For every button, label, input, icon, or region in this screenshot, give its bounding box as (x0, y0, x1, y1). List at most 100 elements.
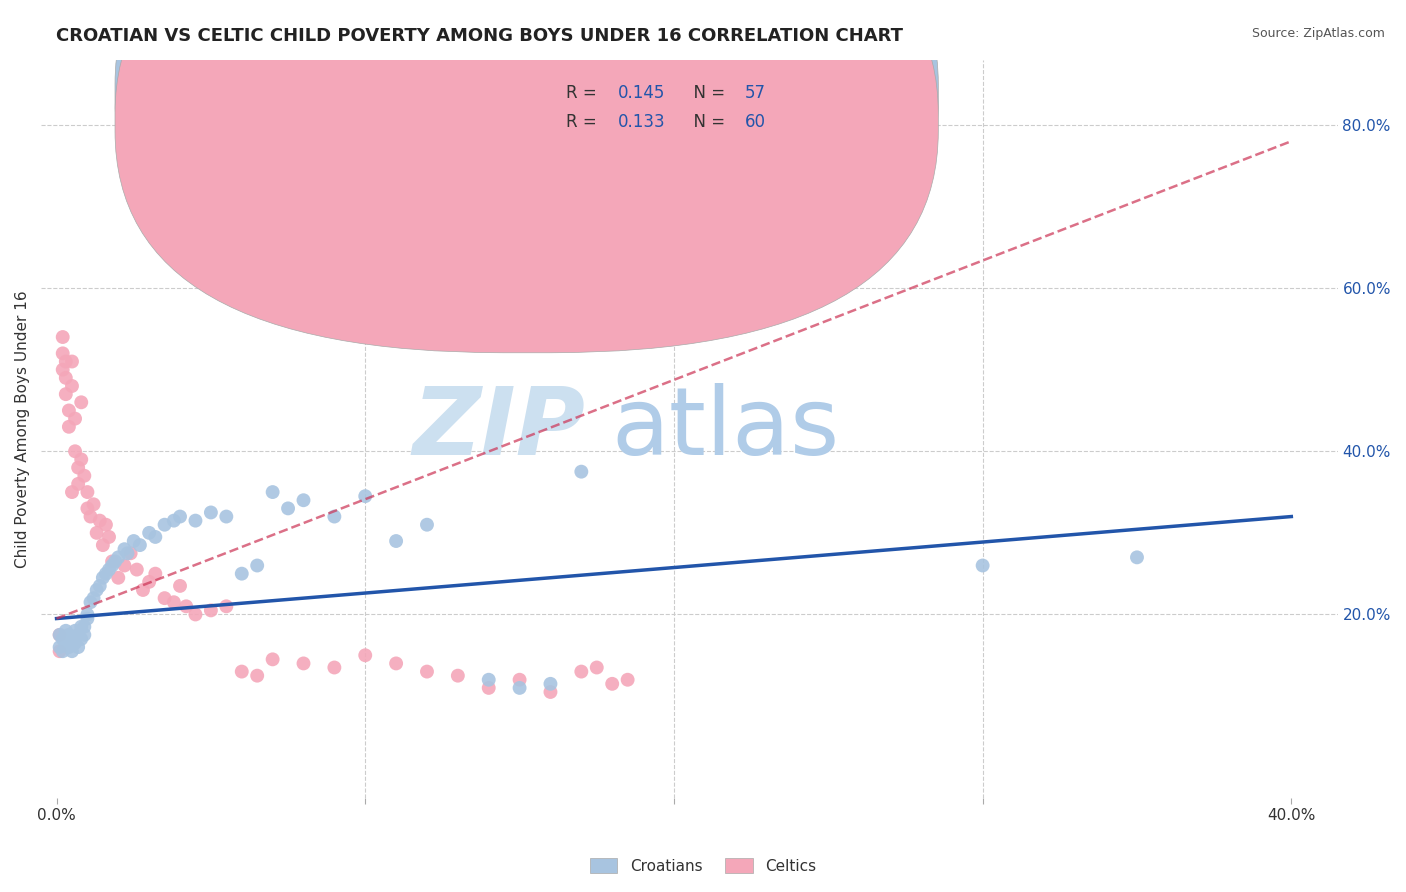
Point (63, 624, 86, 638)
Y-axis label: Child Poverty Among Boys Under 16: Child Poverty Among Boys Under 16 (15, 290, 30, 567)
Point (60, 644, 83, 658)
Point (58, 628, 80, 642)
Point (114, 542, 136, 557)
Point (70, 620, 93, 634)
Point (73, 628, 96, 642)
Point (292, 657, 315, 671)
Point (86, 582, 108, 597)
Point (67, 640, 90, 654)
Point (354, 489, 377, 503)
Point (63, 444, 86, 458)
Point (55, 636, 77, 650)
Point (76, 485, 98, 500)
Point (48, 640, 70, 654)
Point (117, 546, 139, 560)
Point (509, 681, 531, 695)
Point (52, 346, 75, 360)
Point (94, 517, 117, 532)
Point (79, 509, 101, 524)
Point (55, 387, 77, 401)
Point (55, 624, 77, 638)
FancyBboxPatch shape (475, 60, 838, 152)
Point (58, 640, 80, 654)
Text: 0.133: 0.133 (619, 113, 665, 131)
Point (292, 493, 315, 508)
Point (101, 558, 124, 573)
Point (52, 362, 75, 376)
Point (70, 452, 93, 467)
Point (91, 571, 114, 585)
Point (107, 571, 129, 585)
Point (76, 611, 98, 625)
Point (184, 607, 207, 622)
Point (323, 660, 346, 674)
Point (215, 509, 238, 524)
Point (231, 566, 253, 581)
Point (143, 530, 166, 544)
Point (215, 599, 238, 614)
Text: 57: 57 (745, 84, 766, 102)
Point (76, 501, 98, 516)
Point (125, 563, 148, 577)
Point (52, 330, 75, 344)
Point (540, 677, 562, 691)
Point (385, 657, 408, 671)
Point (153, 517, 176, 532)
Point (70, 395, 93, 409)
Point (169, 579, 191, 593)
Point (540, 685, 562, 699)
Point (972, 558, 994, 573)
Legend: Croatians, Celtics: Croatians, Celtics (583, 852, 823, 880)
Point (600, 677, 623, 691)
Text: CROATIAN VS CELTIC CHILD POVERTY AMONG BOYS UNDER 16 CORRELATION CHART: CROATIAN VS CELTIC CHILD POVERTY AMONG B… (56, 27, 903, 45)
Point (585, 660, 607, 674)
Point (200, 603, 222, 617)
Point (94, 566, 117, 581)
Point (104, 554, 127, 568)
Point (262, 652, 284, 666)
Point (200, 506, 222, 520)
Point (52, 632, 75, 646)
Point (55, 371, 77, 385)
Point (323, 509, 346, 524)
Point (616, 673, 638, 687)
Point (120, 546, 142, 560)
Point (246, 558, 269, 573)
Point (163, 514, 186, 528)
Point (1126, 550, 1149, 565)
Point (60, 632, 83, 646)
Point (107, 550, 129, 565)
Point (509, 673, 531, 687)
Point (354, 648, 377, 663)
Point (246, 668, 269, 682)
Point (58, 419, 80, 434)
Point (184, 514, 207, 528)
Text: ZIP: ZIP (413, 383, 586, 475)
Point (385, 534, 408, 549)
Point (416, 665, 439, 679)
Point (79, 595, 101, 609)
Point (89, 579, 111, 593)
Text: R =: R = (567, 84, 602, 102)
Point (138, 525, 160, 540)
Point (231, 665, 253, 679)
Point (101, 554, 124, 568)
Point (277, 501, 299, 516)
Point (73, 620, 96, 634)
Point (67, 628, 90, 642)
Point (114, 558, 136, 573)
FancyBboxPatch shape (115, 0, 938, 352)
Point (163, 595, 186, 609)
Point (83, 497, 105, 511)
Point (569, 665, 592, 679)
Point (55, 354, 77, 368)
Point (76, 607, 98, 622)
Text: atlas: atlas (612, 383, 839, 475)
Point (48, 644, 70, 658)
Point (48, 628, 70, 642)
Point (416, 517, 439, 532)
Text: N =: N = (683, 84, 730, 102)
Point (98, 563, 121, 577)
Point (67, 477, 90, 491)
Point (478, 673, 501, 687)
